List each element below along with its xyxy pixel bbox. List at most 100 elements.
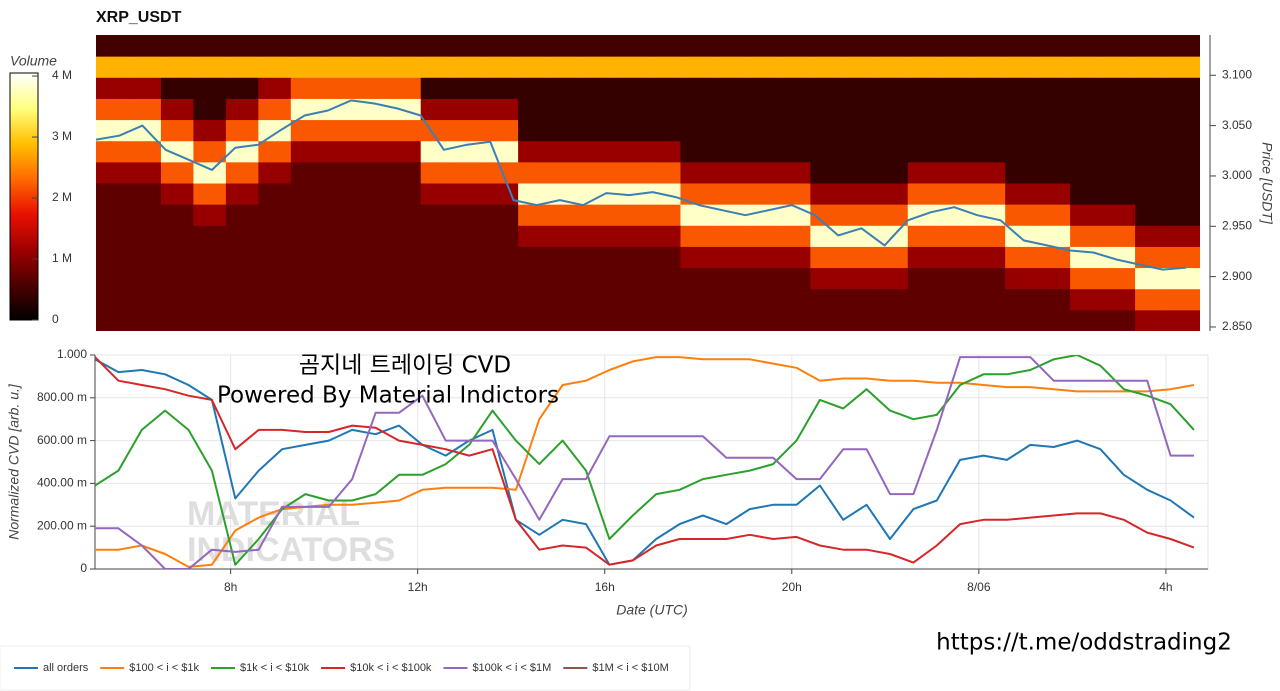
heat-cell bbox=[258, 35, 292, 57]
heat-cell bbox=[583, 35, 617, 57]
heat-cell bbox=[940, 119, 974, 142]
heat-cell bbox=[1037, 77, 1071, 99]
heat-cell bbox=[128, 246, 162, 269]
heat-cell bbox=[96, 56, 129, 78]
heat-cell bbox=[96, 225, 129, 247]
heat-cell bbox=[453, 246, 487, 269]
heat-cell bbox=[1135, 77, 1169, 99]
heat-cell bbox=[128, 35, 162, 57]
heat-cell bbox=[745, 309, 779, 331]
heat-cell bbox=[648, 267, 681, 290]
heat-cell bbox=[485, 288, 519, 311]
heat-cell bbox=[485, 98, 519, 121]
heat-cell bbox=[615, 161, 649, 184]
heat-cell bbox=[355, 140, 389, 163]
heat-cell bbox=[550, 246, 584, 269]
series-line bbox=[95, 356, 1194, 569]
plot-area bbox=[94, 354, 1209, 570]
heat-cell bbox=[323, 56, 357, 78]
heat-cell bbox=[1167, 77, 1200, 99]
heat-cell bbox=[972, 35, 1006, 57]
heat-cell bbox=[940, 140, 974, 163]
heat-cell bbox=[290, 288, 324, 311]
heat-cell bbox=[648, 161, 681, 184]
heat-cell bbox=[258, 183, 292, 205]
heat-cell bbox=[355, 77, 389, 99]
heat-cell bbox=[875, 35, 909, 57]
annotation: 곰지네 트레이딩 CVD bbox=[299, 353, 511, 379]
heat-cell bbox=[1135, 119, 1169, 142]
heat-cell bbox=[745, 98, 779, 121]
heat-cell bbox=[810, 119, 844, 142]
heat-cell bbox=[810, 161, 844, 184]
heat-cell bbox=[842, 77, 876, 99]
heat-cell bbox=[648, 288, 681, 311]
heat-cell bbox=[550, 204, 584, 226]
heat-cell bbox=[940, 204, 974, 226]
heat-cell bbox=[420, 161, 454, 184]
heat-cell bbox=[453, 204, 487, 226]
heat-cell bbox=[290, 204, 324, 226]
heat-cell bbox=[258, 119, 292, 142]
heat-cell bbox=[1005, 204, 1039, 226]
heat-cell bbox=[1167, 225, 1200, 247]
series-group bbox=[95, 355, 1195, 569]
heat-cell bbox=[842, 140, 876, 163]
heat-cell bbox=[680, 225, 714, 247]
heat-cell bbox=[485, 119, 519, 142]
heat-cell bbox=[583, 98, 617, 121]
y-tick-label: 2.850 bbox=[1222, 319, 1252, 333]
heat-cell bbox=[258, 246, 292, 269]
heat-cell bbox=[1037, 140, 1071, 163]
x-tick-label: 16h bbox=[595, 580, 615, 594]
heat-cell bbox=[680, 309, 714, 331]
heat-cell bbox=[388, 35, 422, 57]
heat-cell bbox=[1135, 225, 1169, 247]
heat-cell bbox=[258, 161, 292, 184]
heat-cell bbox=[1135, 309, 1169, 331]
heat-cell bbox=[810, 35, 844, 57]
heat-cell bbox=[745, 288, 779, 311]
legend-label: $100 < i < $1k bbox=[129, 662, 199, 674]
heat-cell bbox=[160, 183, 194, 205]
heat-cell bbox=[128, 288, 162, 311]
heat-cell bbox=[712, 246, 746, 269]
heat-cell bbox=[1102, 161, 1136, 184]
heat-cell bbox=[907, 98, 941, 121]
heat-cell bbox=[96, 98, 129, 121]
heat-cell bbox=[355, 56, 389, 78]
heat-cell bbox=[550, 56, 584, 78]
heat-cell bbox=[680, 161, 714, 184]
heat-cell bbox=[193, 225, 227, 247]
heat-cell bbox=[1037, 309, 1071, 331]
heat-cell bbox=[1102, 56, 1136, 78]
heat-cell bbox=[485, 140, 519, 163]
heat-cell bbox=[615, 204, 649, 226]
heat-cell bbox=[1005, 246, 1039, 269]
heat-cell bbox=[1005, 267, 1039, 290]
heat-cell bbox=[518, 77, 552, 99]
heat-cell bbox=[128, 267, 162, 290]
y-tick-label: 3.050 bbox=[1222, 118, 1252, 132]
colorbar bbox=[9, 72, 39, 321]
heat-cell bbox=[96, 140, 129, 163]
x-tick-label: 12h bbox=[408, 580, 428, 594]
heat-cell bbox=[323, 288, 357, 311]
heat-cell bbox=[745, 119, 779, 142]
heat-cell bbox=[777, 309, 811, 331]
heat-cell bbox=[225, 98, 259, 121]
legend-label: $10k < i < $100k bbox=[350, 662, 432, 674]
heat-cell bbox=[907, 183, 941, 205]
heatmap bbox=[96, 35, 1200, 331]
heat-cell bbox=[940, 183, 974, 205]
heat-cell bbox=[615, 77, 649, 99]
heat-cell bbox=[290, 183, 324, 205]
heat-cell bbox=[323, 35, 357, 57]
heat-cell bbox=[972, 161, 1006, 184]
heat-cell bbox=[193, 161, 227, 184]
heat-cell bbox=[420, 56, 454, 78]
heat-cell bbox=[972, 119, 1006, 142]
heat-cell bbox=[1070, 35, 1104, 57]
heat-cell bbox=[1070, 161, 1104, 184]
heat-cell bbox=[96, 77, 129, 99]
